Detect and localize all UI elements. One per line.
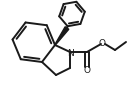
Text: N: N	[67, 49, 73, 58]
Text: O: O	[98, 38, 105, 48]
Text: O: O	[84, 66, 91, 75]
Polygon shape	[55, 27, 69, 45]
